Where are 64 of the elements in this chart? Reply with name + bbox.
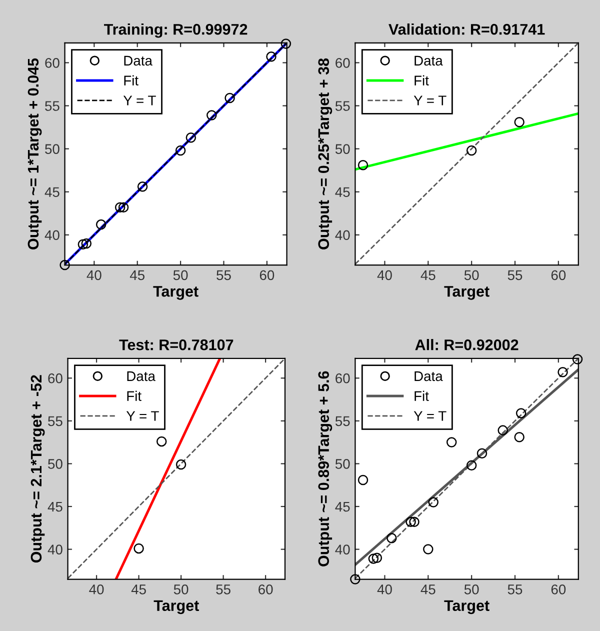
x-tick-label: 45: [420, 270, 436, 280]
y-axis-title: Output ~= 0.25*Target + 38: [318, 58, 332, 250]
x-axis-title: Target: [444, 286, 490, 300]
x-tick-label: 45: [131, 584, 146, 594]
y-tick-label: 40: [335, 544, 350, 554]
legend-label: Y = T: [126, 411, 159, 421]
y-tick-label: 60: [336, 373, 350, 384]
y-tick-label: 60: [48, 373, 62, 384]
y-tick-label: 55: [335, 101, 350, 111]
y-tick-label: 40: [44, 230, 60, 240]
x-tick-label: 60: [551, 270, 566, 280]
chart-title: Validation: R=0.91741: [388, 24, 545, 35]
y-tick-label: 40: [335, 230, 350, 240]
legend-label: Y = T: [414, 411, 446, 421]
x-tick-label: 55: [216, 270, 231, 280]
legend-label: Fit: [127, 390, 142, 401]
x-tick-label: 40: [377, 270, 392, 280]
x-tick-label: 50: [174, 584, 188, 594]
x-tick-label: 60: [260, 270, 274, 280]
legend-label: Data: [124, 56, 152, 66]
y-tick-label: 55: [48, 416, 62, 426]
legend-label: Fit: [124, 75, 138, 86]
y-tick-label: 45: [48, 502, 62, 512]
y-tick-label: 55: [335, 416, 350, 426]
legend-label: Y = T: [414, 96, 446, 106]
legend-label: Data: [127, 371, 156, 382]
x-axis-title: Target: [444, 600, 490, 614]
x-axis-title: Target: [153, 286, 198, 300]
y-axis-title: Output ~= 1*Target + 0.045: [28, 58, 42, 250]
y-tick-label: 55: [45, 101, 60, 111]
y-tick-label: 60: [336, 58, 350, 68]
x-tick-label: 55: [508, 584, 522, 594]
y-tick-label: 45: [335, 502, 350, 512]
legend-label: Data: [414, 371, 443, 382]
x-tick-label: 55: [216, 584, 230, 594]
chart-title: Training: R=0.99972: [104, 24, 248, 38]
y-tick-label: 40: [48, 544, 62, 554]
x-axis-title: Target: [154, 600, 199, 614]
x-tick-label: 55: [508, 270, 522, 280]
y-tick-label: 45: [44, 187, 60, 198]
x-tick-label: 45: [420, 584, 436, 594]
x-tick-label: 45: [130, 270, 145, 280]
x-tick-label: 40: [89, 584, 104, 594]
x-tick-label: 40: [377, 584, 392, 594]
chart-title: Test: R=0.78107: [119, 339, 234, 350]
legend-label: Y = T: [123, 96, 156, 106]
x-tick-label: 60: [551, 584, 566, 594]
x-tick-label: 40: [86, 270, 102, 280]
legend-label: Fit: [414, 390, 429, 401]
x-tick-label: 60: [258, 584, 273, 594]
legend-label: Data: [414, 56, 443, 66]
x-tick-label: 50: [173, 270, 188, 280]
x-tick-label: 50: [464, 584, 479, 594]
y-axis-title: Output ~= 0.89*Target + 5.6: [318, 371, 332, 566]
y-axis-title: Output ~= 2.1*Target + -52: [30, 375, 45, 563]
y-tick-label: 60: [45, 58, 60, 68]
y-tick-label: 50: [45, 144, 60, 154]
x-tick-label: 50: [464, 270, 479, 280]
legend-label: Fit: [414, 75, 429, 86]
y-tick-label: 50: [335, 459, 350, 469]
chart-title: All: R=0.92002: [415, 339, 518, 350]
y-tick-label: 50: [335, 144, 350, 154]
y-tick-label: 45: [335, 187, 350, 198]
y-tick-label: 50: [48, 459, 62, 469]
